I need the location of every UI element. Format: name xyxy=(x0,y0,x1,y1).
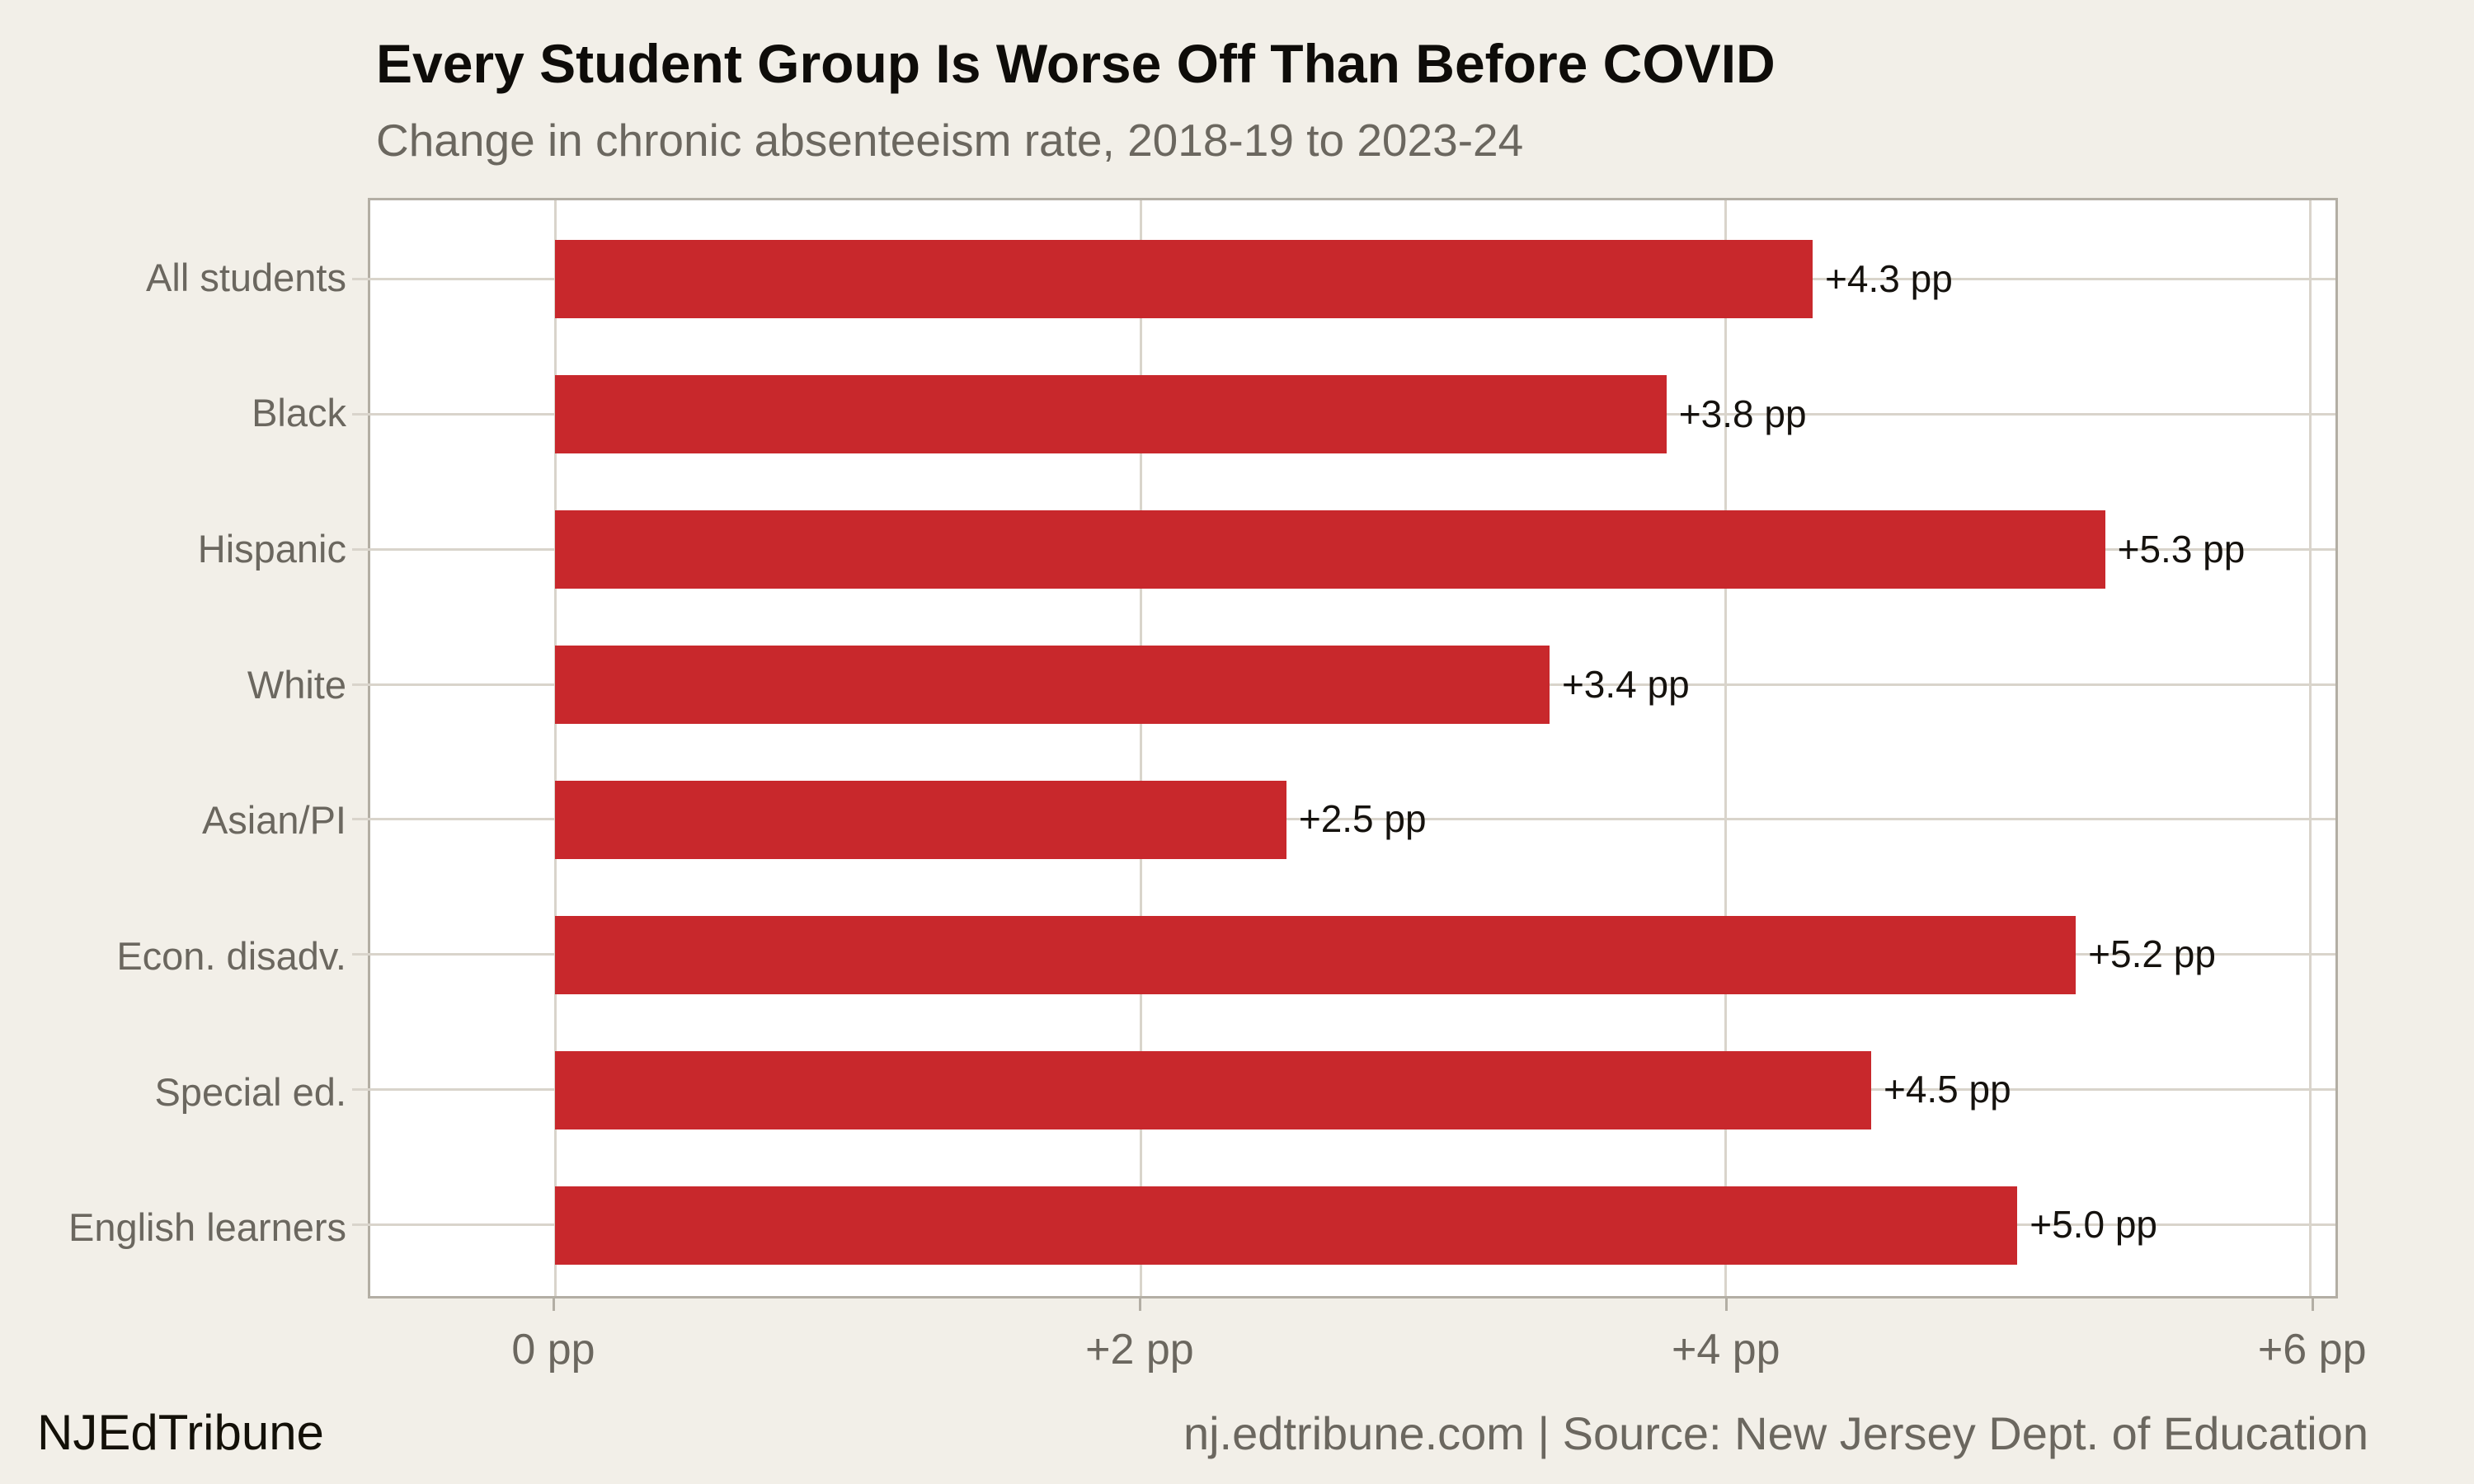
vertical-gridline xyxy=(554,200,557,1296)
bar-special-ed xyxy=(555,1050,1871,1129)
horizontal-gridline xyxy=(352,818,2335,821)
category-label: Special ed. xyxy=(154,1069,346,1114)
bar-row: +5.0 pp xyxy=(352,1158,2335,1293)
category-label: Asian/PI xyxy=(201,798,346,843)
vertical-gridline xyxy=(1724,200,1727,1296)
bar-english-learners xyxy=(555,1186,2018,1265)
value-label: +3.4 pp xyxy=(1561,662,1690,706)
bar-econ-disadv xyxy=(555,915,2077,994)
value-label: +5.2 pp xyxy=(2088,932,2216,976)
x-tick-mark xyxy=(1724,1298,1728,1311)
x-tick-mark xyxy=(1138,1298,1141,1311)
source-attribution: nj.edtribune.com | Source: New Jersey De… xyxy=(1183,1407,2368,1459)
bar-row: +4.5 pp xyxy=(352,1022,2335,1158)
x-axis: 0 pp +2 pp +4 pp +6 pp xyxy=(368,1298,2367,1397)
brand-label: NJEdTribune xyxy=(37,1405,324,1460)
category-label: English learners xyxy=(68,1205,346,1250)
bar-row: +4.3 pp xyxy=(352,212,2335,347)
bar-row: +3.8 pp xyxy=(352,347,2335,482)
x-tick-label: 0 pp xyxy=(511,1326,595,1374)
bar-white xyxy=(555,646,1550,725)
vertical-gridline xyxy=(2308,200,2312,1296)
chart-subtitle: Change in chronic absenteeism rate, 2018… xyxy=(376,115,1524,166)
x-tick-label: +4 pp xyxy=(1672,1326,1780,1374)
category-label: Black xyxy=(252,391,346,435)
value-label: +4.5 pp xyxy=(1883,1068,2011,1111)
category-label: All students xyxy=(146,255,346,299)
bar-row: +3.4 pp xyxy=(352,618,2335,753)
category-label: Econ. disadv. xyxy=(116,933,346,978)
bar-hispanic xyxy=(555,510,2105,589)
x-tick-label: +2 pp xyxy=(1085,1326,1194,1374)
category-label: White xyxy=(247,662,346,707)
value-label: +5.3 pp xyxy=(2117,527,2246,571)
x-tick-label: +6 pp xyxy=(2257,1326,2367,1374)
bar-row: +5.2 pp xyxy=(352,887,2335,1022)
footer: NJEdTribune nj.edtribune.com | Source: N… xyxy=(37,1408,2368,1458)
value-label: +5.0 pp xyxy=(2030,1203,2157,1247)
x-tick-mark xyxy=(2311,1298,2314,1311)
value-label: +2.5 pp xyxy=(1298,797,1427,841)
category-label: Hispanic xyxy=(197,527,346,571)
chart-title: Every Student Group Is Worse Off Than Be… xyxy=(376,33,1776,94)
bar-row: +2.5 pp xyxy=(352,753,2335,888)
value-label: +4.3 pp xyxy=(1825,257,1953,301)
bar-black xyxy=(555,375,1667,454)
bar-rows: +4.3 pp +3.8 pp +5.3 pp +3.4 pp +2.5 pp +5.2 … xyxy=(352,200,2335,1296)
plot-area: +4.3 pp +3.8 pp +5.3 pp +3.4 pp +2.5 pp +5.2 … xyxy=(352,198,2338,1298)
x-tick-mark xyxy=(553,1298,555,1311)
bar-row: +5.3 pp xyxy=(352,482,2335,618)
y-axis-labels: All students Black Hispanic White Asian/PI Ec… xyxy=(0,198,346,1298)
vertical-gridline xyxy=(1139,200,1142,1296)
value-label: +3.8 pp xyxy=(1678,392,1807,435)
bar-asian-pi xyxy=(555,780,1286,859)
bar-all-students xyxy=(555,240,1813,319)
